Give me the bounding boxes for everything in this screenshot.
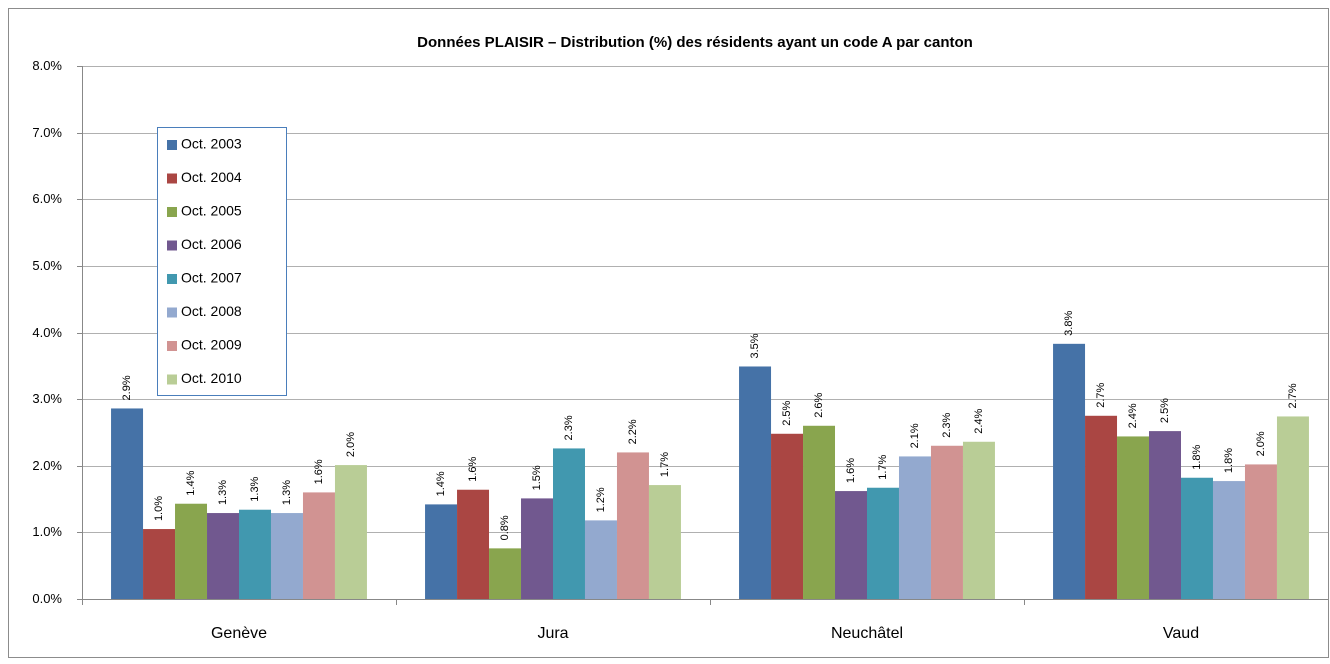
bar [771,433,804,599]
legend-label: Oct. 2010 [181,370,242,386]
legend-label: Oct. 2009 [181,337,242,353]
bar [1149,431,1181,599]
data-label: 1.7% [877,454,889,479]
x-tick-label: Vaud [1163,625,1199,642]
bar [334,465,367,599]
bar [302,492,335,599]
data-label: 2.4% [973,408,985,433]
x-tick-label: Genève [211,625,267,642]
data-label: 2.3% [563,415,575,440]
legend-swatch [167,173,177,184]
legend-swatch [167,274,177,284]
bar [898,456,931,599]
legend-label: Oct. 2005 [181,203,242,219]
y-tick-label: 2.0% [32,458,62,473]
data-label: 1.8% [1191,444,1203,469]
data-label: 3.5% [749,333,761,358]
data-label: 1.4% [185,470,197,495]
legend-swatch [167,240,177,251]
data-label: 2.7% [1095,382,1107,407]
data-label: 1.3% [217,480,229,505]
data-label: 2.9% [121,375,133,400]
bar [616,452,649,599]
y-tick-label: 0.0% [32,591,62,606]
y-tick-label: 4.0% [32,325,62,340]
legend-swatch [167,341,177,351]
bar [143,529,176,599]
legend-box [157,127,287,396]
data-label: 1.6% [845,458,857,483]
bar [425,504,458,599]
bar [803,425,836,599]
data-label: 0.8% [499,515,511,540]
bar [175,503,208,599]
legend-label: Oct. 2003 [181,136,242,152]
data-label: 1.0% [153,496,165,521]
bar [930,445,963,599]
x-tick-label: Jura [537,625,568,642]
y-tick-label: 5.0% [32,258,62,273]
bar [648,485,681,599]
data-label: 2.2% [627,419,639,444]
data-label: 2.0% [345,432,357,457]
bar [207,513,239,599]
bar [553,448,585,599]
data-label: 1.7% [659,452,671,477]
bar [521,498,553,599]
data-label: 2.1% [909,423,921,448]
data-label: 2.7% [1287,383,1299,408]
x-tick-label: Neuchâtel [831,625,903,642]
data-label: 2.5% [1159,398,1171,423]
legend-swatch [167,207,177,217]
bar [270,513,303,599]
bar [584,520,617,599]
y-tick-label: 1.0% [32,524,62,539]
bar [1212,481,1245,599]
bar [1244,464,1277,599]
y-tick-label: 6.0% [32,191,62,206]
data-label: 2.4% [1127,403,1139,428]
legend-swatch [167,140,177,150]
data-label: 2.3% [941,412,953,437]
data-label: 2.5% [781,400,793,425]
bar [1276,416,1309,599]
bar [1085,415,1118,599]
bar [962,441,995,599]
data-label: 1.8% [1223,448,1235,473]
legend-swatch [167,307,177,318]
data-label: 1.6% [313,459,325,484]
data-label: 2.6% [813,392,825,417]
legend-label: Oct. 2006 [181,236,242,252]
legend-swatch [167,374,177,385]
bar [835,491,867,599]
legend-label: Oct. 2008 [181,303,242,319]
bar [1117,436,1150,599]
data-label: 1.3% [281,480,293,505]
bar [457,489,490,599]
chart-title: Données PLAISIR – Distribution (%) des r… [417,34,973,51]
data-label: 1.3% [249,476,261,501]
bar [1053,343,1086,599]
bar [1181,477,1213,599]
data-label: 1.2% [595,487,607,512]
data-label: 1.4% [435,471,447,496]
data-label: 2.0% [1255,431,1267,456]
bar [867,487,899,599]
legend-label: Oct. 2004 [181,169,242,185]
legend-label: Oct. 2007 [181,270,242,286]
y-tick-label: 7.0% [32,125,62,140]
y-tick-label: 8.0% [32,58,62,73]
data-label: 3.8% [1063,311,1075,336]
bar [489,548,522,599]
bar [111,408,144,599]
data-label: 1.6% [467,456,479,481]
bar [239,509,271,599]
data-label: 1.5% [531,465,543,490]
bar [739,366,772,599]
y-tick-label: 3.0% [32,391,62,406]
